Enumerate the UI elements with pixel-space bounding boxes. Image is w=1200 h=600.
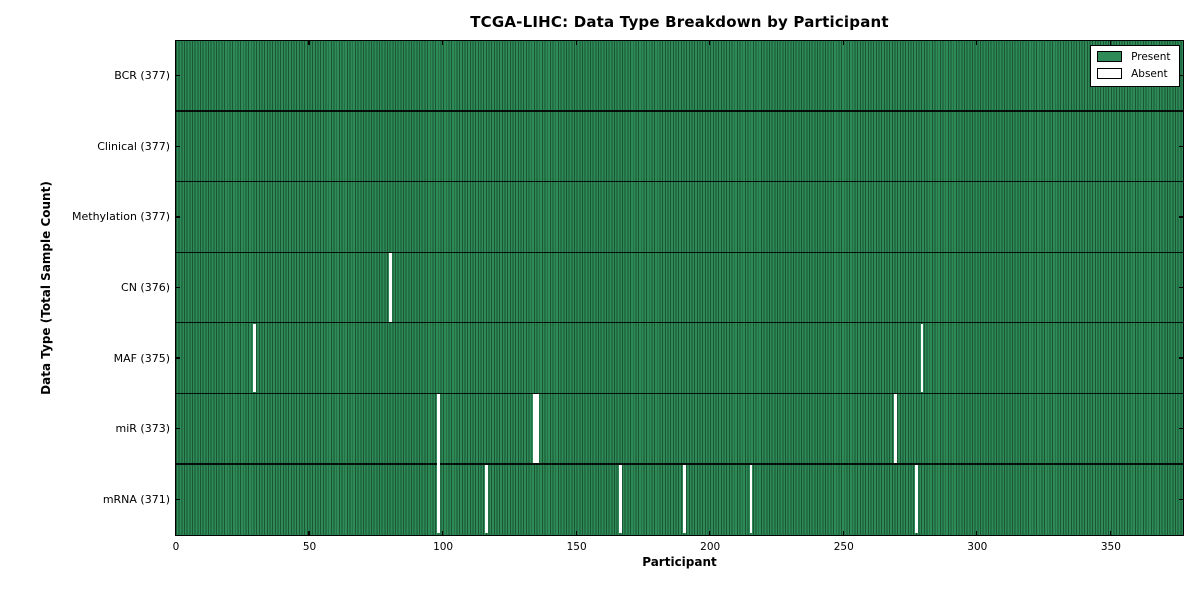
x-tick-mark: [575, 40, 577, 45]
x-tick-mark: [308, 40, 310, 45]
absent-swatch-icon: [1097, 68, 1123, 79]
x-axis-label: Participant: [642, 555, 717, 569]
x-tick-mark: [575, 530, 577, 535]
absent-gap-connector: [437, 462, 440, 466]
row-separator: [175, 322, 1183, 324]
y-tick-mark: [175, 75, 180, 77]
x-tick-label: 0: [172, 541, 180, 553]
row-separator: [175, 251, 1183, 253]
legend-entry-present: Present: [1097, 50, 1171, 63]
x-tick-mark: [175, 530, 177, 535]
y-axis-category-label: BCR (377): [114, 69, 170, 83]
absent-gap: [533, 394, 537, 463]
y-axis-category-label: miR (373): [115, 422, 171, 436]
y-axis-category-label: CN (376): [121, 281, 170, 294]
y-tick-mark: [1178, 428, 1183, 430]
absent-gap: [252, 323, 256, 393]
legend-label-absent: Absent: [1131, 67, 1168, 80]
x-tick-mark: [442, 530, 444, 535]
absent-gap: [389, 253, 392, 322]
x-tick-label: 200: [700, 541, 721, 553]
x-tick-mark: [308, 530, 310, 535]
absent-gap: [915, 464, 919, 534]
y-tick-mark: [1178, 357, 1183, 359]
absent-gap: [437, 464, 440, 534]
chart-title: TCGA-LIHC: Data Type Breakdown by Partic…: [470, 13, 889, 31]
y-tick-mark: [1178, 75, 1183, 77]
y-tick-mark: [1178, 145, 1183, 147]
x-tick-label: 150: [566, 541, 587, 553]
row-separator: [175, 180, 1183, 183]
x-tick-mark: [175, 40, 177, 45]
absent-gap: [920, 323, 924, 393]
present-swatch-icon: [1097, 51, 1123, 62]
y-axis-category-label: Methylation (377): [72, 210, 170, 224]
absent-gap: [536, 394, 539, 463]
legend-label-present: Present: [1131, 50, 1171, 63]
plot-area: Present Absent: [174, 39, 1184, 536]
legend: Present Absent: [1090, 44, 1180, 87]
absent-gap: [437, 394, 440, 463]
absent-gap: [683, 464, 686, 534]
y-tick-mark: [175, 498, 180, 500]
y-tick-mark: [175, 145, 180, 147]
x-tick-mark: [1109, 530, 1111, 535]
y-tick-mark: [1178, 498, 1183, 500]
x-tick-mark: [442, 40, 444, 45]
y-tick-mark: [1178, 286, 1183, 289]
absent-gap: [894, 394, 897, 463]
absent-gap: [749, 464, 753, 534]
row-separator: [175, 392, 1183, 394]
y-axis-category-label: Clinical (377): [97, 139, 170, 153]
y-tick-mark: [1178, 216, 1183, 218]
row-separator: [175, 110, 1183, 112]
x-tick-label: 350: [1100, 541, 1121, 553]
y-tick-mark: [175, 286, 180, 289]
x-tick-mark: [842, 40, 844, 45]
y-axis-category-label: MAF (375): [113, 351, 170, 365]
x-tick-label: 50: [302, 541, 317, 553]
x-tick-mark: [1109, 40, 1111, 45]
x-tick-label: 100: [433, 541, 454, 553]
x-tick-label: 300: [967, 541, 988, 553]
x-tick-mark: [709, 530, 711, 535]
x-tick-mark: [976, 40, 978, 45]
row-separator: [175, 463, 1183, 465]
y-tick-mark: [175, 216, 180, 218]
x-tick-mark: [709, 40, 711, 45]
y-tick-mark: [175, 428, 180, 430]
x-tick-mark: [976, 530, 978, 535]
absent-gap: [485, 464, 488, 534]
absent-gap: [618, 464, 622, 534]
y-axis-category-label: mRNA (371): [102, 492, 170, 506]
y-tick-mark: [175, 357, 180, 359]
x-tick-mark: [842, 530, 844, 535]
legend-entry-absent: Absent: [1097, 68, 1170, 80]
x-tick-label: 250: [833, 541, 854, 553]
